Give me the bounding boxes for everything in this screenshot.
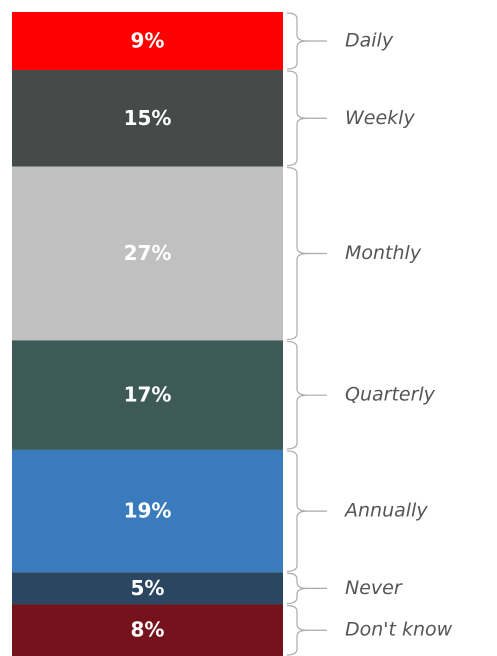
brace xyxy=(286,12,327,70)
category-label: Quarterly xyxy=(345,384,436,406)
bar-segment xyxy=(12,572,283,605)
brace xyxy=(286,70,327,167)
bar-segment xyxy=(12,604,283,656)
brace xyxy=(286,450,327,572)
category-label: Monthly xyxy=(345,242,422,264)
value-label: 9% xyxy=(131,28,165,52)
brace xyxy=(286,604,327,656)
bar-segment xyxy=(12,69,283,167)
value-label: 5% xyxy=(131,576,165,600)
brace xyxy=(286,340,327,450)
value-label: 19% xyxy=(124,499,172,523)
value-label: 15% xyxy=(124,106,172,130)
value-label: 17% xyxy=(124,383,172,407)
value-label: 8% xyxy=(131,618,165,642)
brace xyxy=(286,166,327,341)
bar-segment xyxy=(12,12,283,70)
category-label: Never xyxy=(345,577,403,599)
value-label: 27% xyxy=(124,241,172,265)
category-label: Don't know xyxy=(345,619,453,641)
category-label: Daily xyxy=(345,29,394,51)
bar-segment xyxy=(12,340,283,450)
brace xyxy=(286,572,327,605)
bar-segment xyxy=(12,166,283,341)
category-label: Annually xyxy=(343,500,428,522)
bar-segment xyxy=(12,449,283,573)
category-label: Weekly xyxy=(345,107,415,129)
